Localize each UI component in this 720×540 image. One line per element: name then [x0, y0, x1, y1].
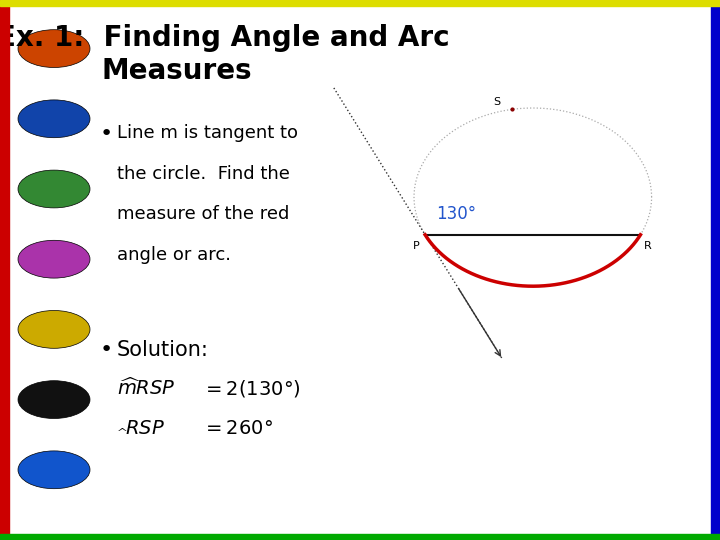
Text: Solution:: Solution: [117, 340, 209, 360]
Bar [711, 0, 720, 540]
Bar [0, 0, 720, 6]
Text: •: • [100, 340, 113, 360]
Bar [0, 0, 9, 540]
Text: $\widehat{m}RSP$: $\widehat{m}RSP$ [117, 378, 175, 400]
Ellipse shape [18, 30, 90, 68]
Ellipse shape [18, 100, 90, 138]
Text: $= 2(130°)$: $= 2(130°)$ [202, 378, 300, 399]
Text: Line m is tangent to: Line m is tangent to [117, 124, 297, 142]
Text: Ex. 1:  Finding Angle and Arc: Ex. 1: Finding Angle and Arc [0, 24, 449, 52]
Text: the circle.  Find the: the circle. Find the [117, 165, 289, 183]
Ellipse shape [18, 240, 90, 278]
Text: $\widehat{\;\,}RSP$: $\widehat{\;\,}RSP$ [117, 418, 165, 437]
Ellipse shape [18, 451, 90, 489]
Text: measure of the red: measure of the red [117, 205, 289, 223]
Text: Measures: Measures [101, 57, 252, 85]
Ellipse shape [18, 310, 90, 348]
Text: $= 260°$: $= 260°$ [202, 418, 273, 437]
Text: 130°: 130° [436, 205, 476, 223]
Text: S: S [492, 97, 500, 107]
Text: angle or arc.: angle or arc. [117, 246, 230, 264]
Text: •: • [100, 124, 113, 144]
Text: P: P [413, 241, 419, 251]
Ellipse shape [18, 381, 90, 418]
Bar [0, 534, 720, 540]
Ellipse shape [18, 170, 90, 208]
Text: R: R [644, 241, 652, 251]
